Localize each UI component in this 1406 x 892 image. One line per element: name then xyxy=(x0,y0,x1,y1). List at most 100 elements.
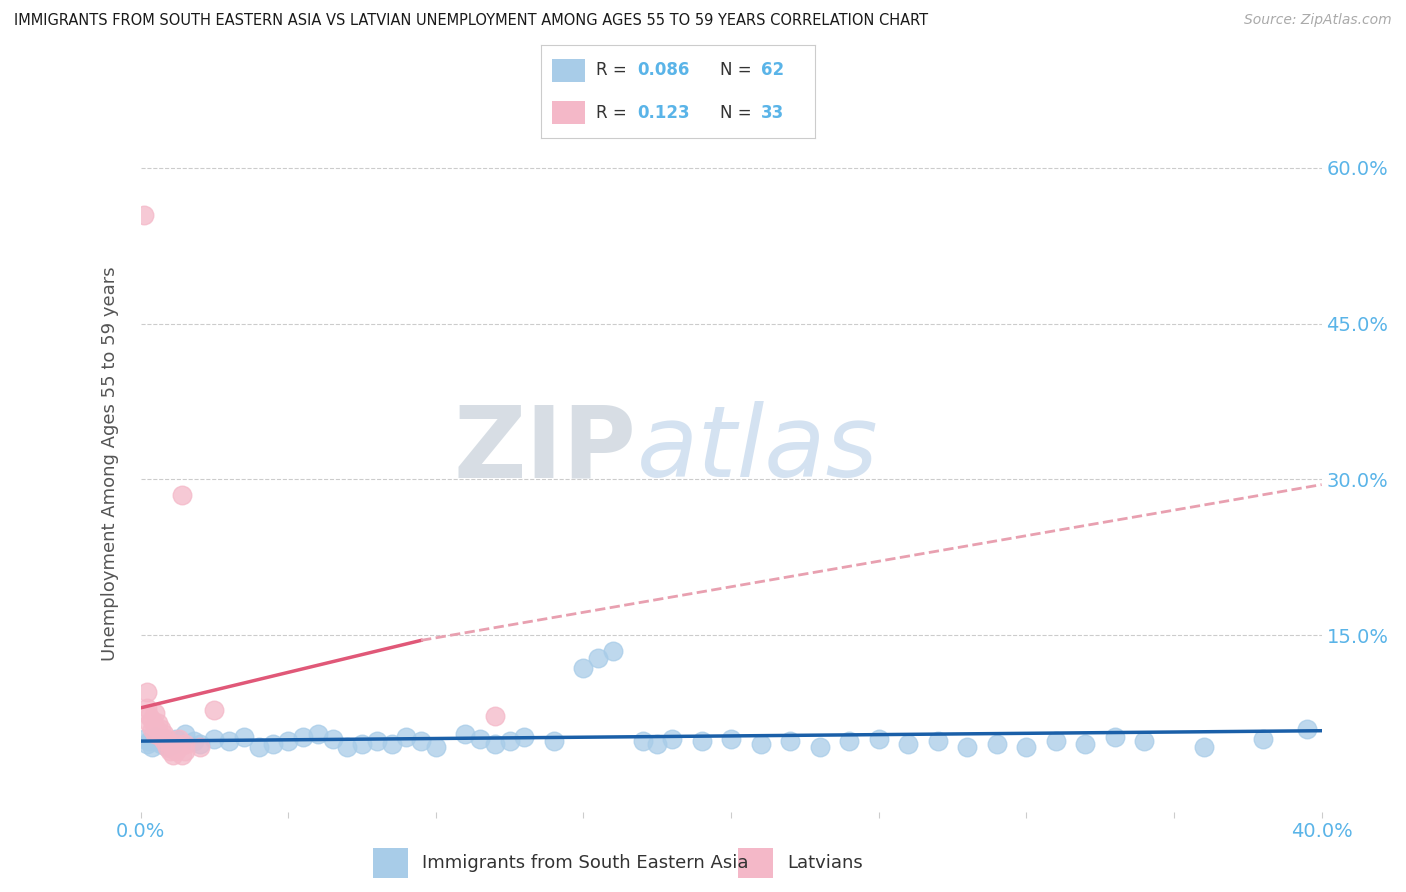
Point xyxy=(602,644,624,658)
Point xyxy=(159,737,181,751)
Point xyxy=(292,730,315,744)
Point xyxy=(336,740,359,755)
Point xyxy=(188,740,211,755)
Point xyxy=(153,732,176,747)
Point xyxy=(484,737,506,751)
Point xyxy=(183,734,205,748)
Point xyxy=(690,734,713,748)
Point xyxy=(838,734,860,748)
Point xyxy=(145,730,166,744)
Point xyxy=(498,734,520,748)
Point xyxy=(645,737,669,751)
Point xyxy=(470,732,492,747)
Point xyxy=(380,737,404,751)
Point xyxy=(1104,730,1126,744)
Point xyxy=(135,737,157,751)
Text: Source: ZipAtlas.com: Source: ZipAtlas.com xyxy=(1244,13,1392,28)
Point xyxy=(170,488,193,502)
Point xyxy=(720,732,742,747)
Point xyxy=(277,734,299,748)
Point xyxy=(233,730,256,744)
Point xyxy=(1133,734,1156,748)
Point xyxy=(156,740,179,755)
Point xyxy=(135,685,157,699)
Point xyxy=(986,737,1008,751)
Point xyxy=(145,727,166,741)
Text: atlas: atlas xyxy=(637,401,879,499)
Point xyxy=(321,732,344,747)
Text: R =: R = xyxy=(596,103,627,121)
Point xyxy=(145,720,166,734)
Point xyxy=(749,737,772,751)
Text: 62: 62 xyxy=(761,62,783,79)
Text: IMMIGRANTS FROM SOUTH EASTERN ASIA VS LATVIAN UNEMPLOYMENT AMONG AGES 55 TO 59 Y: IMMIGRANTS FROM SOUTH EASTERN ASIA VS LA… xyxy=(14,13,928,29)
Point xyxy=(156,732,179,747)
Text: 33: 33 xyxy=(761,103,785,121)
Text: 0.086: 0.086 xyxy=(637,62,690,79)
Text: ZIP: ZIP xyxy=(454,401,637,499)
Bar xyxy=(553,101,585,124)
Point xyxy=(1192,740,1215,755)
Point xyxy=(148,723,170,738)
Point xyxy=(513,730,536,744)
Point xyxy=(150,737,173,751)
Point xyxy=(454,727,477,741)
Point xyxy=(153,734,176,748)
Point xyxy=(897,737,920,751)
Point xyxy=(868,732,890,747)
Point xyxy=(165,744,187,758)
Text: N =: N = xyxy=(720,103,751,121)
Text: N =: N = xyxy=(720,62,751,79)
Point xyxy=(202,732,225,747)
Point xyxy=(138,734,160,748)
Point xyxy=(148,716,170,731)
Point xyxy=(132,732,155,747)
Point xyxy=(588,651,610,665)
Point xyxy=(159,734,181,748)
Point xyxy=(138,716,160,731)
Point xyxy=(956,740,979,755)
Point xyxy=(218,734,240,748)
Point xyxy=(1074,737,1097,751)
Point xyxy=(132,208,155,222)
Point xyxy=(808,740,831,755)
Point xyxy=(141,740,163,755)
Bar xyxy=(738,848,773,878)
Bar xyxy=(373,848,408,878)
Point xyxy=(262,737,284,751)
Bar xyxy=(553,59,585,82)
Point xyxy=(141,714,163,728)
Point xyxy=(572,661,595,675)
Point xyxy=(162,747,184,762)
Point xyxy=(165,737,187,751)
Point xyxy=(188,737,211,751)
Point xyxy=(150,722,173,736)
Point xyxy=(165,732,187,747)
Point xyxy=(395,730,418,744)
Point xyxy=(162,740,184,755)
Point xyxy=(145,706,166,720)
Point xyxy=(779,734,801,748)
Point xyxy=(159,744,181,758)
Point xyxy=(425,740,447,755)
Point xyxy=(150,730,173,744)
Text: Immigrants from South Eastern Asia: Immigrants from South Eastern Asia xyxy=(422,854,748,872)
Point xyxy=(247,740,270,755)
Point xyxy=(167,740,190,755)
Y-axis label: Unemployment Among Ages 55 to 59 years: Unemployment Among Ages 55 to 59 years xyxy=(101,267,120,661)
Point xyxy=(1015,740,1038,755)
Text: R =: R = xyxy=(596,62,627,79)
Point xyxy=(156,740,179,755)
Point xyxy=(153,727,176,741)
Point xyxy=(174,727,197,741)
Point xyxy=(167,732,190,747)
Point xyxy=(148,734,170,748)
Point xyxy=(141,722,163,736)
Point xyxy=(352,737,374,751)
Point xyxy=(927,734,949,748)
Point xyxy=(661,732,683,747)
Point xyxy=(307,727,329,741)
Point xyxy=(1251,732,1274,747)
Point xyxy=(543,734,565,748)
Point xyxy=(1296,722,1319,736)
